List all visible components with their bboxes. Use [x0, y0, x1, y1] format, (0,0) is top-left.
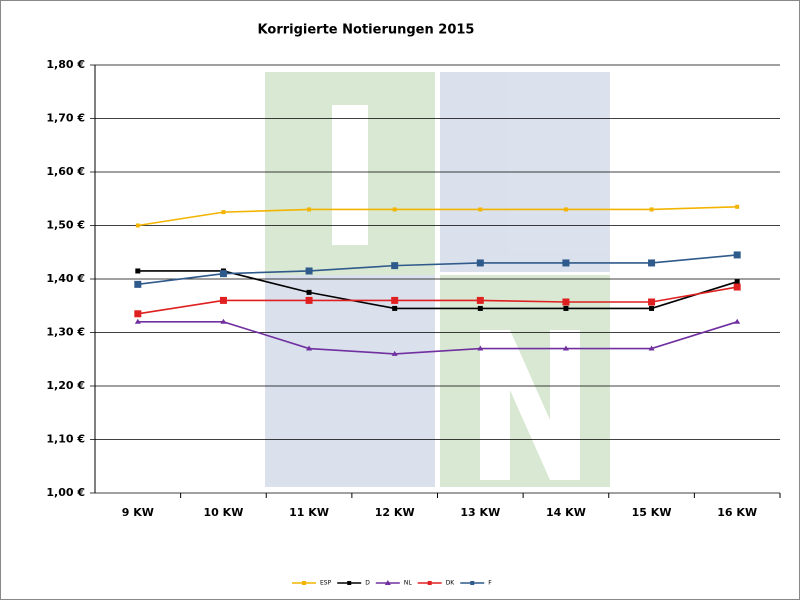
- marker: [735, 204, 740, 209]
- marker: [307, 207, 312, 212]
- marker: [477, 305, 483, 311]
- y-tick-label: 1,10 €: [46, 433, 85, 446]
- x-tick-label: 13 KW: [460, 506, 500, 519]
- marker: [221, 210, 226, 215]
- marker: [562, 298, 570, 306]
- marker: [733, 251, 741, 259]
- y-tick-label: 1,50 €: [46, 219, 85, 232]
- marker: [648, 345, 655, 351]
- y-tick-label: 1,00 €: [46, 486, 85, 499]
- marker: [733, 283, 741, 291]
- line: [137, 286, 738, 315]
- marker: [134, 280, 142, 288]
- marker: [306, 289, 312, 295]
- marker: [563, 207, 568, 212]
- line: [137, 270, 738, 310]
- marker: [648, 298, 656, 306]
- marker: [135, 268, 141, 274]
- legend-label: DK: [446, 580, 456, 587]
- line: [137, 321, 738, 355]
- marker: [305, 296, 313, 304]
- marker: [384, 580, 391, 585]
- x-tick-label: 16 KW: [717, 506, 757, 519]
- marker: [220, 318, 227, 324]
- marker: [134, 310, 142, 318]
- marker: [476, 296, 484, 304]
- x-tick-label: 15 KW: [632, 506, 672, 519]
- marker: [392, 305, 398, 311]
- marker: [134, 318, 141, 324]
- marker: [392, 207, 397, 212]
- legend-label: D: [365, 580, 370, 587]
- marker: [427, 581, 432, 585]
- line: [137, 205, 738, 227]
- line: [137, 254, 738, 286]
- legend-label: NL: [404, 580, 412, 587]
- marker: [562, 259, 570, 267]
- marker: [391, 350, 398, 356]
- y-tick-label: 1,20 €: [46, 379, 85, 392]
- marker: [305, 267, 313, 275]
- marker: [302, 581, 306, 585]
- marker: [563, 305, 569, 311]
- marker: [478, 207, 483, 212]
- marker: [135, 223, 140, 228]
- x-tick-label: 12 KW: [375, 506, 415, 519]
- marker: [562, 345, 569, 351]
- x-tick-label: 10 KW: [204, 506, 244, 519]
- marker: [306, 345, 313, 351]
- marker: [477, 345, 484, 351]
- y-tick-label: 1,80 €: [46, 58, 85, 71]
- y-tick-label: 1,70 €: [46, 112, 85, 125]
- y-tick-label: 1,40 €: [46, 272, 85, 285]
- marker: [649, 305, 655, 311]
- marker: [391, 262, 399, 270]
- marker: [470, 581, 475, 585]
- marker: [476, 259, 484, 267]
- y-tick-label: 1,60 €: [46, 165, 85, 178]
- marker: [734, 279, 740, 285]
- marker: [219, 270, 227, 278]
- chart-title: Korrigierte Notierungen 2015: [258, 23, 475, 38]
- y-tick-label: 1,30 €: [46, 326, 85, 339]
- x-tick-label: 14 KW: [546, 506, 586, 519]
- x-tick-label: 11 KW: [289, 506, 329, 519]
- marker: [648, 259, 656, 267]
- legend-label: F: [488, 580, 492, 587]
- marker: [734, 318, 741, 324]
- marker: [347, 581, 352, 585]
- marker: [391, 296, 399, 304]
- legend-label: ESP: [320, 580, 332, 587]
- marker: [649, 207, 654, 212]
- watermark-logo: [265, 72, 610, 487]
- x-tick-label: 9 KW: [122, 506, 154, 519]
- marker: [219, 296, 227, 304]
